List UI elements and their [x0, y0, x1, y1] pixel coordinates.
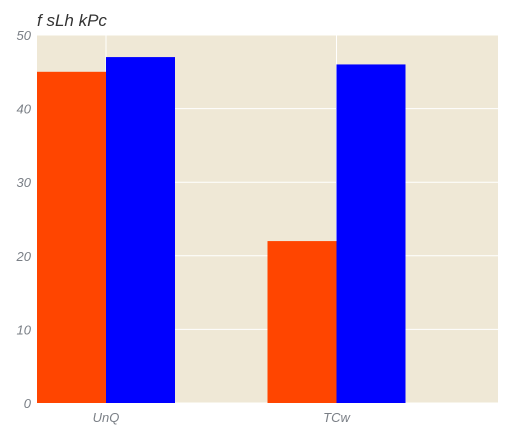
y-axis-ticks: 0 10 20 30 40 50: [16, 28, 32, 411]
x-axis-ticks: UnQ TCw: [93, 410, 352, 425]
y-tick-label: 10: [17, 322, 32, 337]
y-tick-label: 30: [17, 175, 32, 190]
bar-unq-series-1: [37, 71, 106, 404]
bar-tcw-series-1: [267, 241, 337, 403]
bar-unq-series-2: [106, 57, 175, 403]
y-tick-label: 20: [16, 249, 32, 264]
x-tick-label: TCw: [323, 410, 351, 425]
x-tick-label: UnQ: [93, 410, 120, 425]
chart-title: f sLh kPc: [37, 11, 107, 30]
bar-tcw-series-2: [336, 64, 406, 403]
bars: [37, 57, 406, 404]
y-tick-label: 0: [24, 396, 32, 411]
y-tick-label: 50: [17, 28, 32, 43]
y-tick-label: 40: [17, 102, 32, 117]
